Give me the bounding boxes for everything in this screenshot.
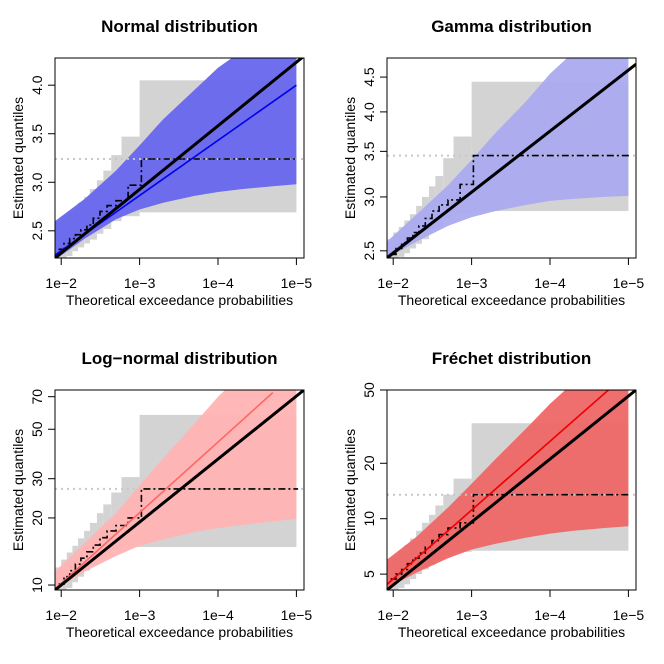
plot-frame: [54, 389, 305, 591]
y-axis-label: Estimated quantiles: [342, 429, 358, 551]
y-tick-label: 5: [361, 570, 377, 578]
y-tick-label: 4.0: [361, 102, 377, 122]
chart-title: Gamma distribution: [431, 17, 592, 36]
identity-line: [387, 63, 636, 258]
y-tick-label: 20: [361, 455, 377, 471]
x-tick-label: 1e−3: [456, 275, 488, 291]
x-tick-label: 1e−5: [613, 607, 645, 623]
confidence-band: [387, 390, 629, 589]
chart-title: Normal distribution: [101, 17, 258, 36]
y-axis-label: Estimated quantiles: [10, 97, 26, 219]
x-tick-label: 1e−2: [377, 275, 409, 291]
y-tick-label: 50: [29, 421, 45, 437]
chart-title: Log−normal distribution: [82, 349, 278, 368]
x-axis-label: Theoretical exceedance probabilities: [398, 292, 625, 308]
plot-frame: [386, 389, 637, 591]
y-axis-label: Estimated quantiles: [10, 429, 26, 551]
y-tick-label: 3.5: [29, 124, 45, 144]
fitted-line: [55, 392, 274, 590]
identity-line: [387, 390, 636, 590]
y-tick-label: 30: [29, 471, 45, 487]
y-tick-label: 20: [29, 510, 45, 526]
x-tick-label: 1e−4: [534, 275, 566, 291]
y-tick-label: 70: [29, 389, 45, 405]
x-tick-label: 1e−5: [613, 275, 645, 291]
x-tick-label: 1e−3: [124, 607, 156, 623]
plot-frame: [54, 57, 305, 259]
x-tick-label: 1e−5: [281, 275, 313, 291]
identity-line: [55, 390, 304, 590]
x-tick-label: 1e−4: [534, 607, 566, 623]
plot-area: [55, 58, 304, 258]
y-tick-label: 50: [361, 382, 377, 398]
y-tick-label: 4.0: [29, 75, 45, 95]
x-tick-label: 1e−4: [202, 275, 234, 291]
y-axis-label: Estimated quantiles: [342, 97, 358, 219]
x-tick-label: 1e−3: [124, 275, 156, 291]
x-axis-label: Theoretical exceedance probabilities: [398, 624, 625, 640]
fitted-line: [387, 390, 609, 585]
y-tick-label: 2.5: [361, 241, 377, 261]
y-tick-label: 10: [29, 577, 45, 593]
y-tick-label: 4.5: [361, 67, 377, 87]
plot-frame: [386, 57, 637, 259]
y-tick-label: 3.5: [361, 141, 377, 161]
identity-line: [55, 58, 304, 258]
y-tick-label: 3.0: [29, 172, 45, 192]
confidence-band: [387, 58, 629, 258]
x-axis-label: Theoretical exceedance probabilities: [66, 292, 293, 308]
plot-area: [55, 390, 304, 590]
plot-area: [387, 390, 636, 590]
empirical-step-line: [390, 154, 631, 256]
chart-title: Fréchet distribution: [432, 349, 592, 368]
x-tick-label: 1e−3: [456, 607, 488, 623]
y-tick-label: 10: [361, 511, 377, 527]
empirical-step-line: [58, 488, 299, 585]
y-tick-label: 3.0: [361, 187, 377, 207]
x-axis-label: Theoretical exceedance probabilities: [66, 624, 293, 640]
plot-area: [387, 58, 636, 258]
x-tick-label: 1e−2: [45, 607, 77, 623]
x-tick-label: 1e−5: [281, 607, 313, 623]
x-tick-label: 1e−2: [377, 607, 409, 623]
y-tick-label: 2.5: [29, 221, 45, 241]
x-tick-label: 1e−2: [45, 275, 77, 291]
x-tick-label: 1e−4: [202, 607, 234, 623]
confidence-band: [55, 58, 297, 258]
